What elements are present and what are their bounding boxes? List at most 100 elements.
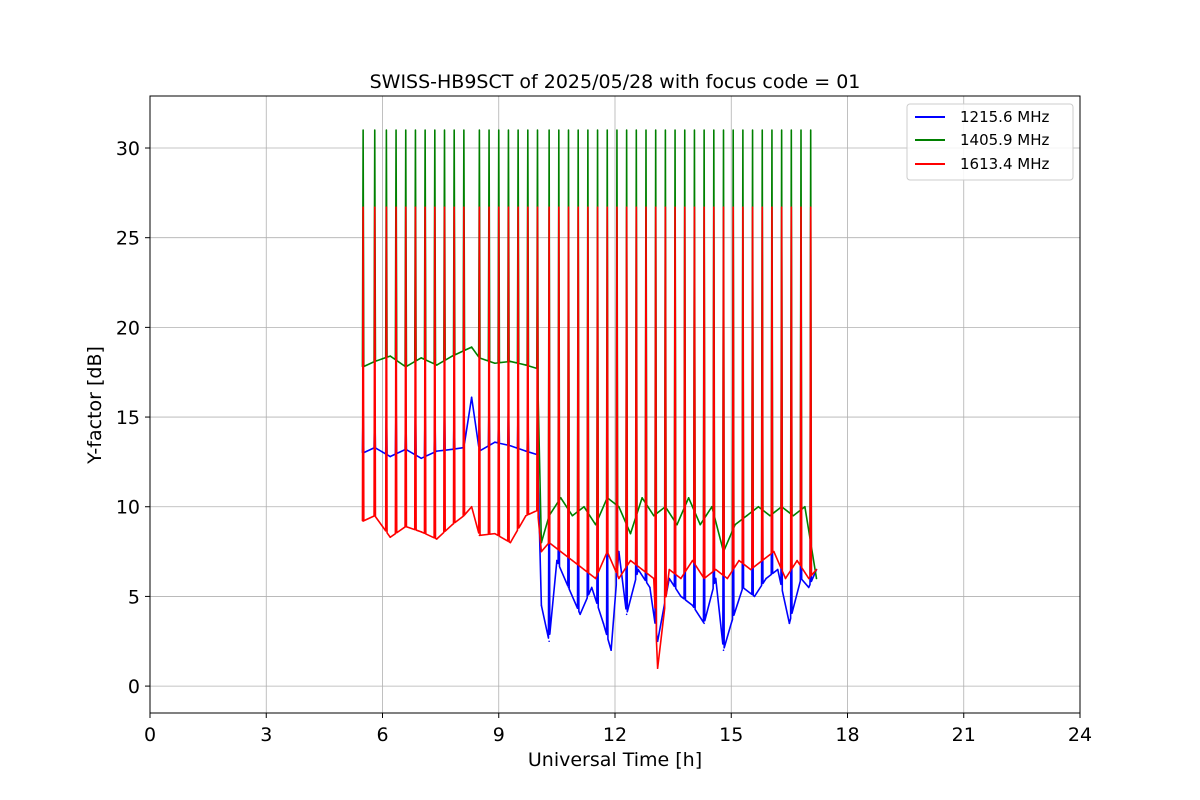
data-point-1405.9 (618, 505, 620, 508)
data-point-1613.4 (749, 568, 752, 571)
data-point-1215.6 (389, 455, 392, 458)
data-point-1215.6 (509, 444, 512, 447)
data-point-1613.4 (668, 568, 671, 571)
series-line-1613.4 (361, 206, 818, 669)
data-point-1215.6 (637, 568, 640, 571)
data-point-1405.9 (734, 523, 736, 526)
data-point-1405.9 (559, 496, 562, 499)
data-point-1405.9 (711, 505, 713, 508)
data-point-1613.4 (463, 514, 465, 517)
data-point-1405.9 (571, 514, 574, 517)
data-point-1613.4 (478, 534, 481, 537)
data-point-1405.9 (470, 346, 473, 348)
y-tick-label: 25 (116, 228, 140, 250)
data-point-1613.4 (629, 559, 632, 562)
data-point-1613.4 (435, 538, 438, 540)
data-point-1215.6 (579, 613, 581, 616)
data-point-1405.9 (594, 523, 597, 526)
data-point-1215.6 (807, 586, 810, 589)
y-tick-label: 15 (116, 407, 140, 429)
data-point-1215.6 (556, 559, 558, 562)
data-point-1405.9 (420, 357, 423, 359)
y-tick-label: 5 (128, 586, 140, 608)
data-point-1405.9 (745, 514, 748, 517)
data-point-1405.9 (676, 523, 678, 526)
data-point-1405.9 (804, 505, 806, 508)
y-tick-label: 0 (128, 676, 140, 698)
data-point-1215.6 (567, 586, 570, 589)
data-point-1215.6 (470, 396, 473, 399)
data-point-1613.4 (738, 559, 740, 562)
legend-label-1613: 1613.4 MHz (960, 155, 1049, 173)
data-point-1613.4 (494, 532, 496, 535)
legend-label-1405: 1405.9 MHz (960, 131, 1049, 149)
data-point-1613.4 (656, 667, 659, 669)
data-point-1613.4 (451, 523, 454, 526)
legend-label-1215: 1215.6 MHz (960, 108, 1049, 126)
y-axis-ticks: 0 5 10 15 20 25 30 (116, 138, 150, 698)
data-point-1613.4 (796, 559, 798, 562)
data-point-1215.6 (714, 577, 717, 580)
x-tick-label: 12 (603, 724, 627, 746)
data-point-1613.4 (618, 577, 620, 580)
data-point-1405.9 (435, 364, 438, 366)
x-tick-label: 18 (835, 724, 859, 746)
data-point-1215.6 (776, 568, 779, 571)
legend: 1215.6 MHz 1405.9 MHz 1613.4 MHz (906, 103, 1074, 181)
data-point-1613.4 (509, 541, 512, 544)
data-point-1215.6 (590, 586, 593, 589)
x-tick-label: 3 (260, 724, 272, 746)
data-point-1613.4 (571, 559, 574, 562)
y-tick-label: 30 (116, 138, 140, 160)
data-point-1405.9 (769, 514, 771, 517)
data-point-1215.6 (765, 577, 767, 580)
data-point-1215.6 (602, 622, 605, 625)
data-point-1613.4 (362, 520, 364, 522)
data-point-1613.4 (536, 509, 539, 512)
data-point-1215.6 (451, 448, 454, 451)
chart-title: SWISS-HB9SCT of 2025/05/28 with focus co… (370, 71, 861, 93)
data-point-1613.4 (559, 550, 562, 553)
data-point-1215.6 (525, 450, 527, 452)
data-point-1405.9 (687, 496, 690, 499)
data-point-1215.6 (788, 622, 791, 625)
data-point-1613.4 (404, 525, 407, 528)
data-point-1215.6 (540, 604, 543, 607)
data-point-1215.6 (649, 586, 651, 589)
data-point-1405.9 (525, 364, 527, 366)
data-point-1215.6 (730, 622, 733, 625)
data-point-1215.6 (691, 604, 694, 607)
data-point-1613.4 (784, 577, 787, 580)
data-point-1613.4 (680, 577, 682, 580)
x-axis-ticks: 0 3 6 9 12 15 18 21 24 (144, 713, 1092, 746)
data-point-1613.4 (389, 536, 392, 539)
data-point-1405.9 (757, 505, 760, 508)
x-axis-label: Universal Time [h] (528, 749, 702, 771)
data-point-1613.4 (525, 514, 527, 517)
data-point-1613.4 (420, 531, 423, 533)
data-point-1215.6 (753, 595, 756, 598)
data-point-1215.6 (435, 450, 438, 452)
data-point-1215.6 (680, 595, 682, 598)
data-point-1405.9 (451, 355, 454, 357)
data-point-1613.4 (703, 577, 705, 580)
data-point-1613.4 (641, 568, 643, 571)
data-point-1215.6 (800, 577, 802, 580)
data-point-1405.9 (699, 523, 702, 526)
data-point-1405.9 (815, 577, 818, 580)
x-tick-label: 6 (376, 724, 388, 746)
y-tick-label: 20 (116, 317, 140, 339)
data-point-1215.6 (625, 613, 628, 616)
data-point-1613.4 (594, 577, 597, 580)
data-point-1215.6 (494, 441, 496, 443)
data-point-1613.4 (540, 550, 543, 553)
x-tick-label: 24 (1068, 724, 1092, 746)
data-point-1215.6 (703, 622, 705, 625)
data-point-1405.9 (629, 532, 632, 535)
data-point-1405.9 (792, 514, 795, 517)
data-point-1613.4 (373, 514, 376, 517)
x-tick-label: 21 (952, 724, 976, 746)
data-point-1405.9 (583, 505, 585, 508)
data-point-1215.6 (420, 457, 423, 460)
